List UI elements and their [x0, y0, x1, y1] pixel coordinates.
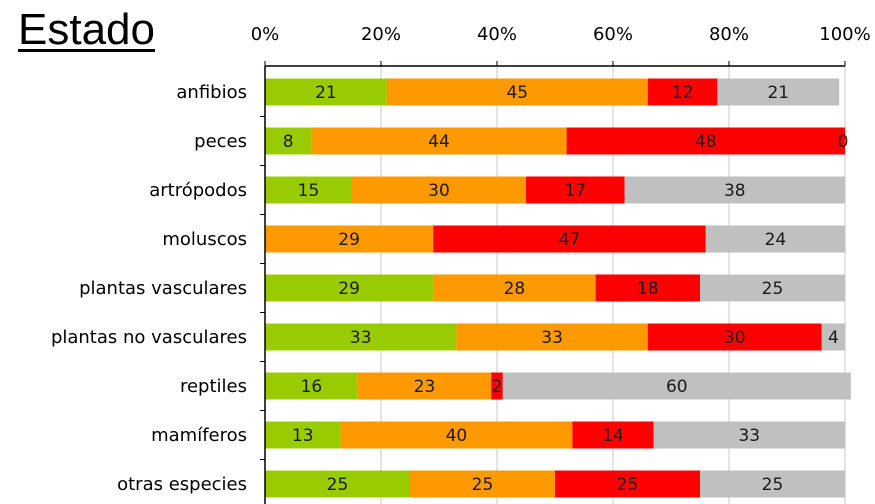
bar-segment	[265, 274, 434, 302]
category-label: plantas no vasculares	[51, 327, 247, 348]
bar-segment	[595, 274, 700, 302]
bar-segment	[265, 421, 341, 449]
bar-segment	[572, 421, 654, 449]
data-label: 47	[559, 230, 581, 250]
data-label: 21	[315, 83, 337, 103]
bar-segment	[265, 323, 457, 351]
bar-segment	[555, 470, 700, 498]
bar-segment	[265, 470, 410, 498]
data-label: 48	[695, 132, 717, 152]
category-label: moluscos	[162, 229, 247, 250]
bar-segment	[433, 274, 596, 302]
data-label: 44	[428, 132, 450, 152]
data-label: 33	[541, 328, 563, 348]
x-tick-label: 80%	[709, 24, 749, 45]
bar-segment	[624, 176, 845, 204]
data-label: 18	[637, 279, 659, 299]
bar-segment	[265, 225, 434, 253]
category-label: plantas vasculares	[79, 278, 247, 299]
data-label: 38	[724, 181, 746, 201]
data-label: 14	[602, 426, 624, 446]
category-label: mamíferos	[151, 425, 247, 446]
bar-segment	[647, 78, 718, 106]
data-label: 30	[428, 181, 450, 201]
data-label: 21	[767, 83, 789, 103]
data-label: 33	[350, 328, 372, 348]
data-label: 24	[765, 230, 787, 250]
data-label: 29	[338, 230, 360, 250]
data-label: 15	[298, 181, 320, 201]
data-label: 25	[327, 475, 349, 495]
bar-segment	[653, 421, 845, 449]
bar-segment	[433, 225, 706, 253]
bar-segment	[700, 470, 845, 498]
data-label: 25	[762, 475, 784, 495]
bar-segment	[456, 323, 648, 351]
data-label: 60	[666, 377, 688, 397]
bar-segment	[566, 127, 845, 155]
bar-segment	[311, 127, 567, 155]
bar-segment	[700, 274, 845, 302]
bar-segment	[265, 176, 352, 204]
bar-segment	[647, 323, 822, 351]
bar-segment	[340, 421, 573, 449]
data-label: 30	[724, 328, 746, 348]
data-label: 28	[504, 279, 526, 299]
bar-segment	[386, 78, 648, 106]
chart-title: Estado	[18, 5, 155, 54]
x-axis-ticks: 0% 20% 40% 60% 80% 100%	[251, 24, 871, 66]
category-labels: anfibios peces artrópodos moluscos plantas v…	[51, 82, 247, 495]
data-label: 25	[472, 475, 494, 495]
bar-segment	[491, 372, 503, 400]
bar-segment	[357, 372, 492, 400]
bar-segment	[717, 78, 840, 106]
bars	[265, 78, 851, 498]
data-label: 0	[838, 132, 849, 152]
data-label: 45	[506, 83, 528, 103]
data-label: 25	[617, 475, 639, 495]
category-label: anfibios	[176, 82, 247, 103]
x-tick-label: 20%	[361, 24, 401, 45]
bar-segment	[526, 176, 625, 204]
data-label: 13	[292, 426, 314, 446]
data-label: 25	[762, 279, 784, 299]
x-tick-label: 100%	[819, 24, 870, 45]
bar-segment	[821, 323, 845, 351]
bar-segment	[705, 225, 845, 253]
data-label: 29	[338, 279, 360, 299]
data-label: 16	[301, 377, 323, 397]
x-tick-label: 60%	[593, 24, 633, 45]
x-tick-label: 0%	[251, 24, 280, 45]
bar-segment	[352, 176, 526, 204]
bar-segment	[265, 127, 312, 155]
bar-segment	[265, 372, 358, 400]
data-label: 33	[738, 426, 760, 446]
bar-segment	[265, 78, 387, 106]
category-label: otras especies	[117, 474, 247, 495]
bar-segment	[502, 372, 851, 400]
data-label: 12	[672, 83, 694, 103]
x-tick-label: 40%	[477, 24, 517, 45]
data-label: 4	[828, 328, 839, 348]
data-label: 23	[414, 377, 436, 397]
data-label: 17	[564, 181, 586, 201]
bar-segment	[410, 470, 555, 498]
data-label: 40	[446, 426, 468, 446]
category-label: peces	[194, 131, 247, 152]
data-label: 2	[492, 377, 503, 397]
category-label: artrópodos	[149, 180, 247, 201]
axes	[260, 65, 845, 504]
data-label: 8	[283, 132, 294, 152]
category-label: reptiles	[180, 376, 247, 397]
